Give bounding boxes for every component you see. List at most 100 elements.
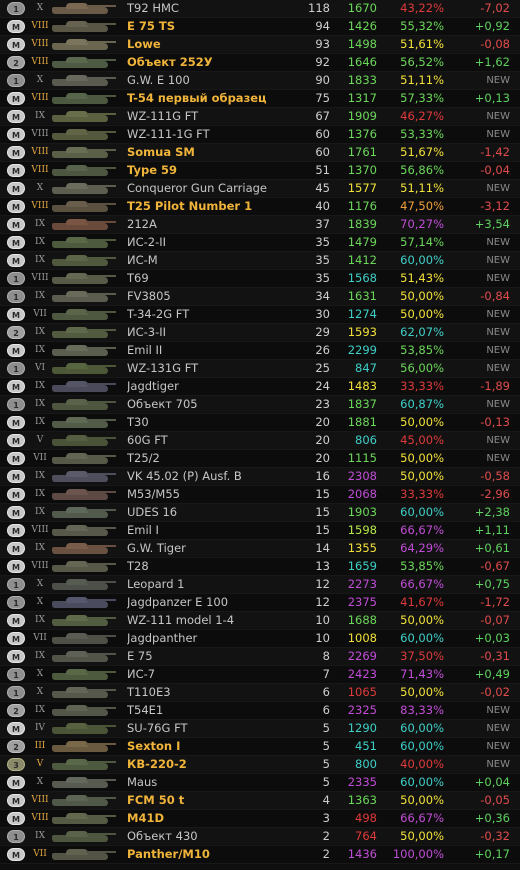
tank-name[interactable]: UDES 16 [127, 505, 178, 519]
tank-name[interactable]: T54E1 [127, 703, 164, 717]
table-row[interactable]: M VII T25/2 20 1115 50,00% NEW [0, 450, 520, 468]
tank-name[interactable]: 212A [127, 217, 157, 231]
tank-name[interactable]: Type 59 [127, 163, 178, 177]
table-row[interactable]: 2 IX ИС-3-II 29 1593 62,07% NEW [0, 324, 520, 342]
tank-name[interactable]: Panther/M10 [127, 847, 210, 861]
tank-name[interactable]: M53/M55 [127, 487, 180, 501]
table-row[interactable]: M IX G.W. Tiger 14 1355 64,29% +0,61 [0, 540, 520, 558]
tank-name[interactable]: Emil II [127, 343, 163, 357]
tank-name[interactable]: Объект 252У [127, 55, 213, 69]
table-row[interactable]: 2 IX T54E1 6 2325 83,33% NEW [0, 702, 520, 720]
table-row[interactable]: M VIII WZ-111-1G FT 60 1376 53,33% NEW [0, 126, 520, 144]
tank-name[interactable]: Объект 705 [127, 397, 198, 411]
table-row[interactable]: M VIII T25 Pilot Number 1 40 1176 47,50% -3,12 [0, 198, 520, 216]
table-row[interactable]: M IX Jagdtiger 24 1483 33,33% -1,89 [0, 378, 520, 396]
tank-name[interactable]: T25/2 [127, 451, 160, 465]
tank-name[interactable]: WZ-111G FT [127, 109, 199, 123]
tank-name[interactable]: Lowe [127, 37, 161, 51]
tank-name[interactable]: Emil I [127, 523, 159, 537]
table-row[interactable]: M VIII Lowe 93 1498 51,61% -0,08 [0, 36, 520, 54]
tank-name[interactable]: Maus [127, 775, 158, 789]
tier-label: X [36, 597, 44, 607]
table-row[interactable]: M IX WZ-111G FT 67 1909 46,27% NEW [0, 108, 520, 126]
win-rate-delta: NEW [486, 75, 510, 86]
table-row[interactable]: 1 VI WZ-131G FT 25 847 56,00% NEW [0, 360, 520, 378]
tank-name[interactable]: 60G FT [127, 433, 168, 447]
table-row[interactable]: 1 X Leopard 1 12 2273 66,67% +0,75 [0, 576, 520, 594]
table-row[interactable]: M X Conqueror Gun Carriage 45 1577 51,11% NEW [0, 180, 520, 198]
tank-name[interactable]: G.W. Tiger [127, 541, 186, 555]
table-row[interactable]: 1 X T92 HMC 118 1670 43,22% -7,02 [0, 0, 520, 18]
table-row[interactable]: M VIII Emil I 15 1598 66,67% +1,11 [0, 522, 520, 540]
tank-name[interactable]: VK 45.02 (P) Ausf. B [127, 469, 242, 483]
table-row[interactable]: M IX Emil II 26 2299 53,85% NEW [0, 342, 520, 360]
tank-name[interactable]: ИС-3-II [127, 325, 167, 339]
table-row[interactable]: M VII Panther/M10 2 1436 100,00% +0,17 [0, 846, 520, 864]
table-row[interactable]: 1 VIII T69 35 1568 51,43% NEW [0, 270, 520, 288]
table-row[interactable]: 1 X Jagdpanzer E 100 12 2375 41,67% -1,72 [0, 594, 520, 612]
table-row[interactable]: M VIII T28 13 1659 53,85% -0,67 [0, 558, 520, 576]
tank-name[interactable]: G.W. E 100 [127, 73, 190, 87]
table-row[interactable]: M IX UDES 16 15 1903 60,00% +2,38 [0, 504, 520, 522]
table-row[interactable]: 1 IX Объект 705 23 1837 60,87% NEW [0, 396, 520, 414]
tank-name[interactable]: ИС-2-II [127, 235, 167, 249]
table-row[interactable]: 1 X ИС-7 7 2423 71,43% +0,49 [0, 666, 520, 684]
tank-name[interactable]: T110E3 [127, 685, 171, 699]
table-row[interactable]: M IX WZ-111 model 1-4 10 1688 50,00% -0,07 [0, 612, 520, 630]
tank-name[interactable]: WZ-111 model 1-4 [127, 613, 235, 627]
tank-name[interactable]: SU-76G FT [127, 721, 188, 735]
table-row[interactable]: 1 IX Объект 430 2 764 50,00% -0,32 [0, 828, 520, 846]
tank-name[interactable]: Jagdpanther [127, 631, 198, 645]
table-row[interactable]: M IX T30 20 1881 50,00% -0,13 [0, 414, 520, 432]
tank-name[interactable]: T-54 первый образец [127, 91, 267, 105]
tank-name[interactable]: T25 Pilot Number 1 [127, 199, 253, 213]
tank-name[interactable]: WZ-131G FT [127, 361, 199, 375]
tank-name[interactable]: E 75 TS [127, 19, 175, 33]
table-row[interactable]: M IX ИС-М 35 1412 60,00% NEW [0, 252, 520, 270]
table-row[interactable]: M IX M53/M55 15 2068 33,33% -2,96 [0, 486, 520, 504]
table-row[interactable]: M V 60G FT 20 806 45,00% NEW [0, 432, 520, 450]
tank-name[interactable]: T92 HMC [127, 1, 179, 15]
mastery-badge-icon: M [7, 146, 25, 159]
table-row[interactable]: M IX ИС-2-II 35 1479 57,14% NEW [0, 234, 520, 252]
tank-name[interactable]: WZ-111-1G FT [127, 127, 210, 141]
tank-name[interactable]: КВ-220-2 [127, 757, 187, 771]
table-row[interactable]: 2 VIII Объект 252У 92 1646 56,52% +1,62 [0, 54, 520, 72]
table-row[interactable]: 3 V КВ-220-2 5 800 40,00% NEW [0, 756, 520, 774]
table-row[interactable]: M VIII FCM 50 t 4 1363 50,00% -0,05 [0, 792, 520, 810]
tank-name[interactable]: T-34-2G FT [127, 307, 190, 321]
table-row[interactable]: M VII T-34-2G FT 30 1274 50,00% NEW [0, 306, 520, 324]
table-row[interactable]: M IX E 75 8 2269 37,50% -0,31 [0, 648, 520, 666]
table-row[interactable]: M VIII Type 59 51 1370 56,86% -0,04 [0, 162, 520, 180]
table-row[interactable]: M VIII Somua SM 60 1761 51,67% -1,42 [0, 144, 520, 162]
table-row[interactable]: 1 X G.W. E 100 90 1833 51,11% NEW [0, 72, 520, 90]
tank-name[interactable]: Jagdtiger [127, 379, 179, 393]
table-row[interactable]: M IX VK 45.02 (P) Ausf. B 16 2308 50,00% -0,58 [0, 468, 520, 486]
tank-name[interactable]: FV3805 [127, 289, 171, 303]
tank-name[interactable]: FCM 50 t [127, 793, 185, 807]
tank-name[interactable]: ИС-М [127, 253, 158, 267]
tank-name[interactable]: ИС-7 [127, 667, 156, 681]
tank-name[interactable]: Jagdpanzer E 100 [127, 595, 229, 609]
table-row[interactable]: M VIII E 75 TS 94 1426 55,32% +0,92 [0, 18, 520, 36]
table-row[interactable]: M VIII M41D 3 498 66,67% +0,36 [0, 810, 520, 828]
table-row[interactable]: M IX 212A 37 1839 70,27% +3,54 [0, 216, 520, 234]
tank-name[interactable]: T28 [127, 559, 149, 573]
tank-name[interactable]: T30 [127, 415, 149, 429]
table-row[interactable]: 1 IX FV3805 34 1631 50,00% -0,84 [0, 288, 520, 306]
tank-name[interactable]: Leopard 1 [127, 577, 185, 591]
table-row[interactable]: 2 III Sexton I 5 451 60,00% NEW [0, 738, 520, 756]
tank-name[interactable]: T69 [127, 271, 149, 285]
table-row[interactable]: M IV SU-76G FT 5 1290 60,00% NEW [0, 720, 520, 738]
tank-name[interactable]: Sexton I [127, 739, 181, 753]
tank-name[interactable]: Conqueror Gun Carriage [127, 181, 268, 195]
table-row[interactable]: M VIII T-54 первый образец 75 1317 57,33% +0,1… [0, 90, 520, 108]
table-row[interactable]: M X Maus 5 2335 60,00% +0,04 [0, 774, 520, 792]
tank-name[interactable]: Somua SM [127, 145, 195, 159]
table-row[interactable]: M VII Jagdpanther 10 1008 60,00% +0,03 [0, 630, 520, 648]
tank-name[interactable]: M41D [127, 811, 164, 825]
tank-name[interactable]: Объект 430 [127, 829, 198, 843]
table-row[interactable]: 1 X T110E3 6 1065 50,00% -0,02 [0, 684, 520, 702]
tank-name[interactable]: E 75 [127, 649, 153, 663]
